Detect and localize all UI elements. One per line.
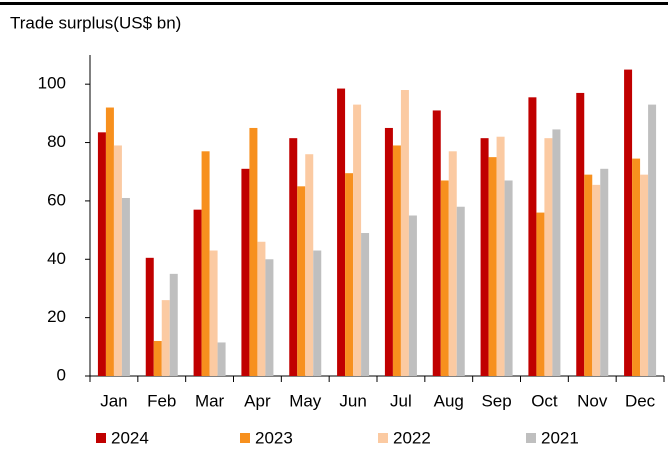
x-tick-label: Dec (625, 391, 656, 410)
x-tick-label: Nov (577, 391, 608, 410)
bar (345, 173, 354, 376)
bar (337, 88, 346, 377)
y-tick-label: 20 (47, 307, 66, 326)
legend-label: 2021 (541, 428, 579, 447)
bar (201, 151, 210, 376)
x-tick-label: Mar (195, 391, 225, 410)
bar (153, 340, 162, 376)
bar (552, 129, 561, 376)
bar (480, 138, 489, 376)
x-tick-label: Sep (481, 391, 511, 410)
bar (432, 110, 441, 376)
bar (440, 180, 449, 376)
bar (528, 97, 537, 377)
y-tick-label: 40 (47, 249, 66, 268)
bar (456, 206, 465, 376)
bar (289, 138, 298, 376)
bar (488, 157, 497, 376)
bar (504, 180, 513, 376)
bar (161, 300, 170, 376)
bar (145, 257, 154, 376)
bar (97, 132, 106, 376)
bar (257, 241, 266, 376)
bar (640, 174, 649, 376)
x-tick-label: Apr (244, 391, 271, 410)
bar (632, 158, 641, 376)
bar (648, 104, 657, 376)
bar (241, 168, 250, 376)
bar (209, 250, 218, 376)
legend-swatch (526, 433, 536, 443)
y-tick-label: 0 (57, 365, 66, 384)
bar (105, 107, 114, 376)
bar (392, 145, 401, 376)
x-tick-label: Aug (434, 391, 464, 410)
top-rule (0, 2, 668, 5)
bar (544, 138, 553, 376)
bar (297, 186, 306, 376)
legend-label: 2022 (393, 428, 431, 447)
bar (624, 69, 633, 376)
bar (353, 104, 362, 376)
bar (313, 250, 322, 376)
legend-swatch (378, 433, 388, 443)
y-tick-label: 80 (47, 132, 66, 151)
bar (249, 127, 258, 376)
bar (265, 259, 274, 376)
bar (496, 136, 505, 376)
y-tick-label: 100 (38, 74, 66, 93)
bar (400, 90, 409, 376)
bar (361, 233, 370, 376)
legend-swatch (240, 433, 250, 443)
bar (217, 342, 226, 376)
x-tick-label: Oct (531, 391, 558, 410)
bar (576, 92, 585, 376)
x-tick-label: Feb (147, 391, 176, 410)
bar (448, 151, 457, 376)
bar (121, 197, 130, 376)
legend-swatch (96, 433, 106, 443)
x-tick-label: Jul (390, 391, 412, 410)
bar (536, 212, 545, 376)
x-tick-label: Jun (339, 391, 366, 410)
bar (169, 273, 178, 376)
legend-label: 2024 (111, 428, 149, 447)
bar (600, 168, 609, 376)
bar (113, 145, 122, 376)
y-tick-label: 60 (47, 190, 66, 209)
legend-label: 2023 (255, 428, 293, 447)
chart-title: Trade surplus(US$ bn) (10, 13, 181, 32)
bar (305, 154, 314, 376)
x-tick-label: May (289, 391, 322, 410)
bar (584, 174, 593, 376)
bar (193, 209, 202, 376)
bar (408, 215, 417, 376)
bar (592, 184, 601, 376)
x-tick-label: Jan (100, 391, 127, 410)
bar (384, 127, 393, 376)
